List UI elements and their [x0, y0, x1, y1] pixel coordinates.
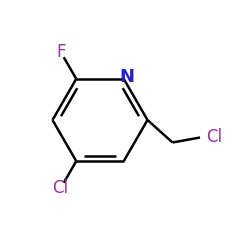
Text: Cl: Cl	[206, 128, 222, 146]
Text: Cl: Cl	[52, 179, 69, 197]
Text: N: N	[119, 68, 134, 86]
Text: F: F	[56, 43, 66, 61]
